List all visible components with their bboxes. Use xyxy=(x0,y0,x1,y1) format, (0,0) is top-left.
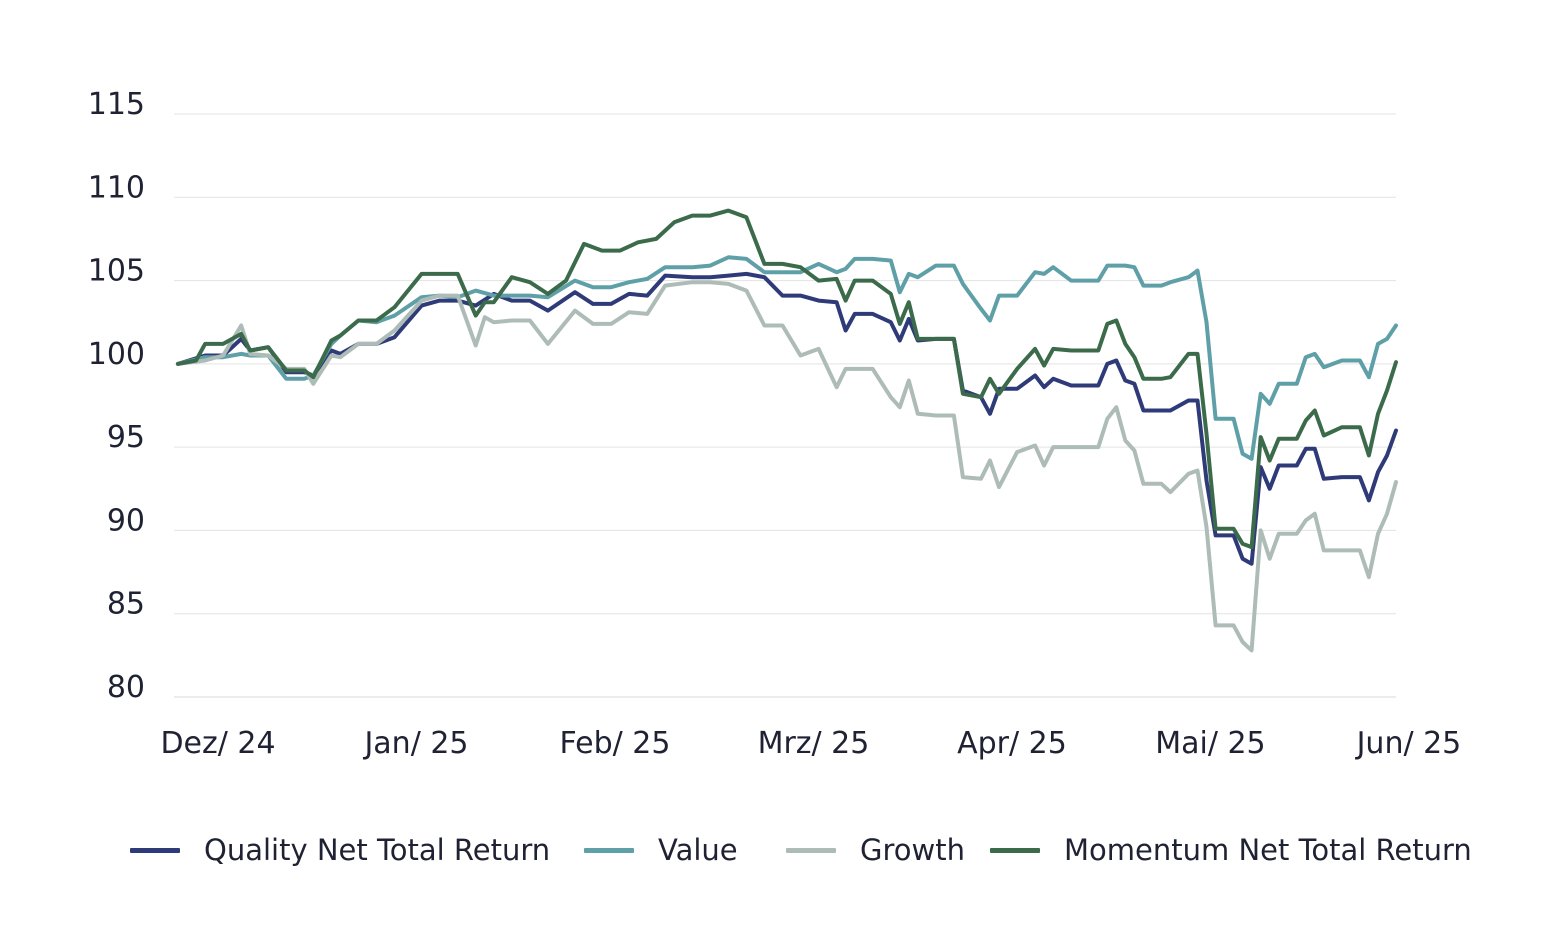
x-tick-label: Jan/ 25 xyxy=(362,726,468,761)
x-tick-label: Apr/ 25 xyxy=(957,726,1067,761)
series-line-growth xyxy=(176,280,1398,653)
y-tick-label: 90 xyxy=(107,503,145,538)
y-tick-label: 100 xyxy=(88,337,145,372)
legend-item-quality: Quality Net Total Return xyxy=(130,826,550,874)
legend-item-value: Value xyxy=(584,826,738,874)
y-tick-label: 85 xyxy=(107,587,145,622)
legend-swatch-growth xyxy=(786,847,836,853)
legend-item-growth: Growth xyxy=(786,826,965,874)
x-tick-label: Jun/ 25 xyxy=(1355,726,1462,761)
legend-label-value: Value xyxy=(658,833,738,867)
x-tick-label: Feb/ 25 xyxy=(560,726,671,761)
x-axis-ticks: Dez/ 24 Jan/ 25 Feb/ 25 Mrz/ 25 Apr/ 25 Mai/ … xyxy=(160,726,1461,761)
legend-label-growth: Growth xyxy=(860,833,965,867)
y-tick-label: 95 xyxy=(107,420,145,455)
series-line-value xyxy=(176,255,1398,461)
legend-item-momentum: Momentum Net Total Return xyxy=(990,826,1472,874)
x-tick-label: Mai/ 25 xyxy=(1155,726,1265,761)
legend-swatch-value xyxy=(584,847,634,853)
legend-swatch-momentum xyxy=(990,847,1040,853)
y-tick-label: 105 xyxy=(88,254,145,289)
y-tick-label: 110 xyxy=(88,170,145,205)
legend-label-momentum: Momentum Net Total Return xyxy=(1064,833,1472,867)
y-tick-label: 80 xyxy=(107,670,145,705)
series-lines xyxy=(176,208,1398,653)
y-tick-label: 115 xyxy=(88,87,145,122)
series-line-momentum-net-total-return xyxy=(176,208,1398,550)
legend-label-quality: Quality Net Total Return xyxy=(204,833,551,867)
legend-swatch-quality xyxy=(130,847,180,853)
x-tick-label: Mrz/ 25 xyxy=(758,726,870,761)
gridlines xyxy=(174,113,1396,615)
x-tick-label: Dez/ 24 xyxy=(160,726,275,761)
series-line-quality-net-total-return xyxy=(176,271,1398,566)
y-axis-ticks: 80 85 90 95 100 105 110 115 xyxy=(88,87,145,705)
legend: Quality Net Total Return Value Growth Mo… xyxy=(130,826,1550,874)
